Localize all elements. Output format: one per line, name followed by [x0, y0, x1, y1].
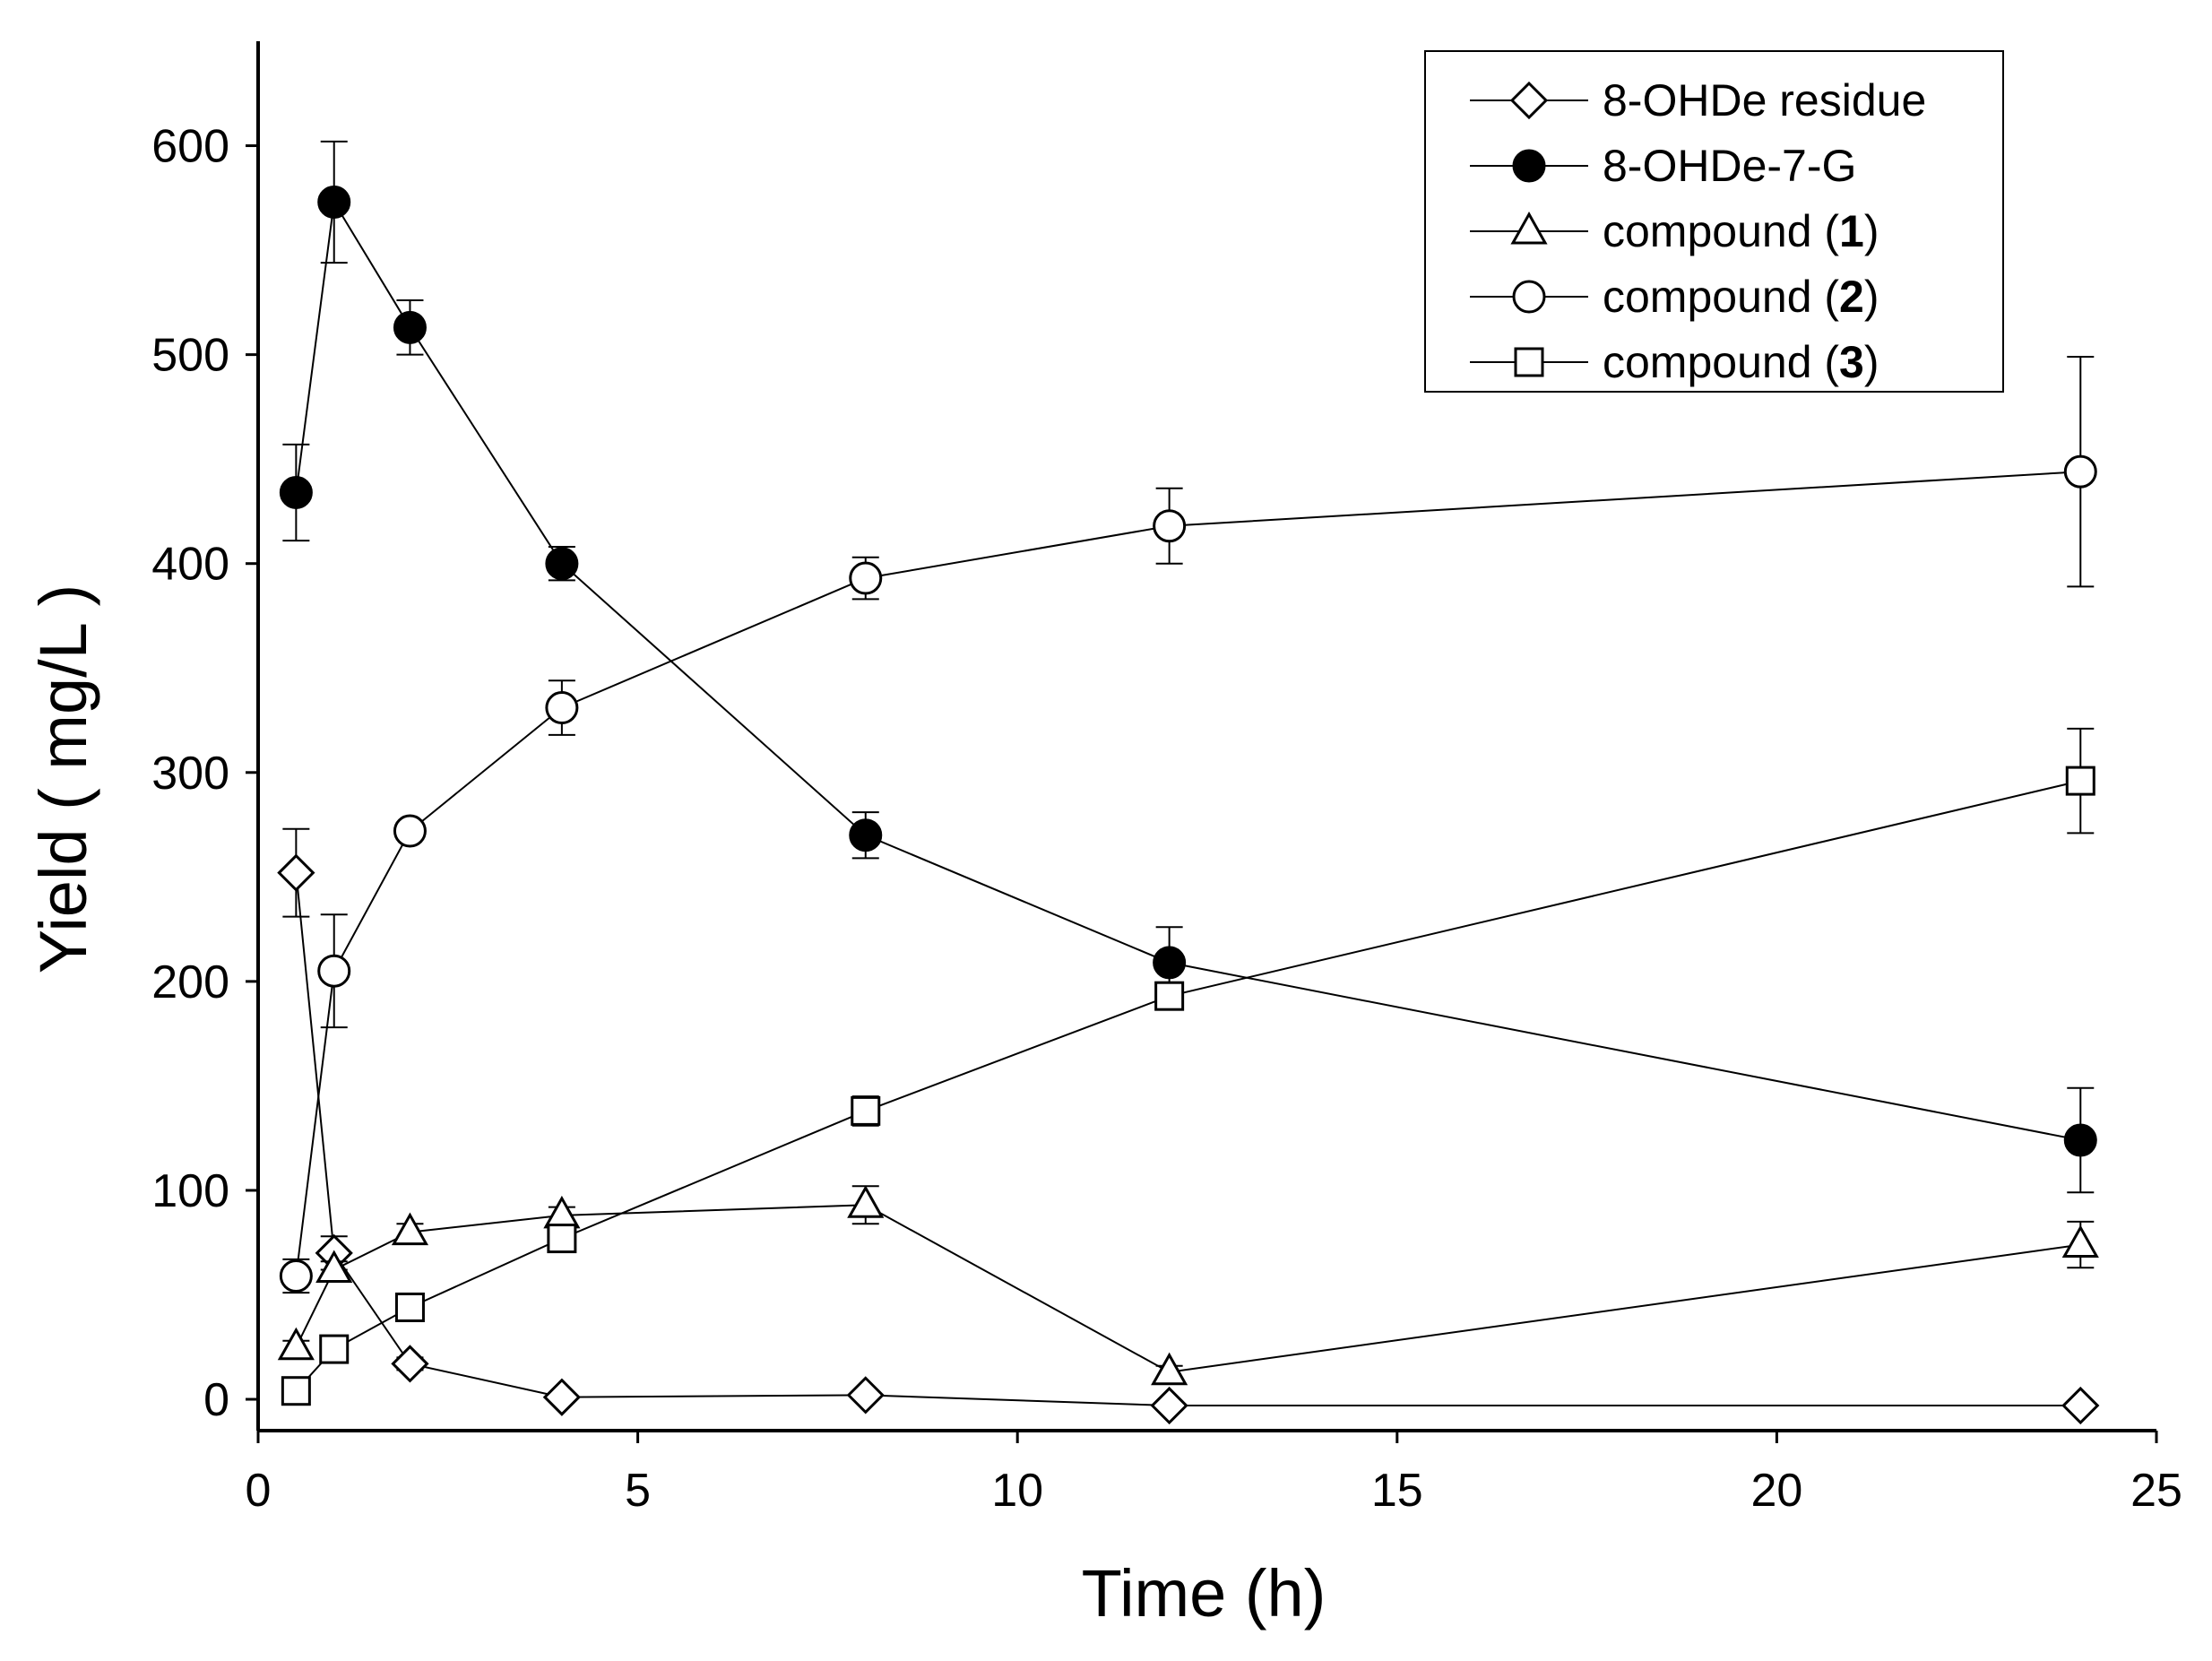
- ticks-layer: 0 5 10 15 20 25 0 100 200 300 400 500 600: [151, 121, 2182, 1517]
- legend-marker-4: [1514, 347, 1544, 377]
- y-tick-label-6: 600: [151, 121, 229, 173]
- legend-marker-2: [1510, 211, 1548, 245]
- data-point-2-6: [2061, 1224, 2099, 1259]
- series-layer: [277, 140, 2100, 1425]
- legend-marker-0: [1509, 81, 1549, 120]
- data-point-2-0: [277, 1327, 315, 1361]
- data-point-4-6: [2065, 766, 2095, 796]
- legend-label-4: compound (3): [1603, 337, 1879, 387]
- data-point-0-2: [391, 1345, 429, 1383]
- legend-label-text-4: compound (: [1603, 337, 1839, 387]
- data-point-1-1: [317, 185, 351, 219]
- legend-label-0: 8-OHDe residue: [1603, 75, 1926, 125]
- data-point-3-5: [1153, 509, 1187, 543]
- data-point-4-0: [281, 1376, 311, 1406]
- legend-label-text-3: compound (: [1603, 272, 1839, 322]
- data-point-3-4: [849, 561, 883, 595]
- y-tick-label-5: 500: [151, 330, 229, 382]
- data-point-3-0: [279, 1259, 313, 1293]
- data-point-4-5: [1154, 981, 1185, 1011]
- data-point-0-4: [846, 1376, 885, 1414]
- x-tick-label-3: 15: [1371, 1465, 1423, 1517]
- data-point-2-2: [391, 1212, 429, 1246]
- y-tick-label-2: 200: [151, 956, 229, 1008]
- legend-label-1: 8-OHDe-7-G: [1603, 141, 1856, 191]
- y-tick-label-3: 300: [151, 748, 229, 800]
- legend-label-2: compound (1): [1603, 206, 1879, 256]
- legend-label-text-2: compound (: [1603, 206, 1839, 256]
- series-2: [277, 1185, 2099, 1386]
- data-point-1-2: [393, 310, 427, 344]
- data-point-3-3: [545, 691, 579, 725]
- legend-label-suffix-2: ): [1864, 206, 1879, 256]
- legend-label-bold-2: 1: [1839, 206, 1864, 256]
- x-tick-label-0: 0: [246, 1465, 272, 1517]
- legend-label-bold-4: 3: [1839, 337, 1864, 387]
- y-tick-label-0: 0: [203, 1374, 229, 1426]
- data-point-3-6: [2063, 454, 2097, 489]
- x-tick-label-5: 25: [2130, 1465, 2182, 1517]
- legend-label-suffix-3: ): [1864, 272, 1879, 322]
- legend-marker-3: [1512, 280, 1546, 314]
- series-3: [279, 355, 2097, 1294]
- legend-label-suffix-4: ): [1864, 337, 1879, 387]
- data-point-0-0: [277, 853, 315, 892]
- y-axis-title: Yield ( mg/L ): [26, 584, 100, 974]
- legend-label-3: compound (2): [1603, 272, 1879, 322]
- data-point-4-4: [851, 1095, 881, 1126]
- data-point-4-2: [394, 1292, 425, 1322]
- legend-marker-1: [1512, 149, 1546, 183]
- axes-layer: [256, 41, 2156, 1432]
- data-point-0-5: [1150, 1386, 1188, 1425]
- data-point-4-1: [319, 1334, 350, 1364]
- data-point-2-5: [1151, 1352, 1188, 1386]
- data-point-1-3: [545, 547, 579, 581]
- data-point-3-2: [393, 814, 427, 848]
- y-tick-label-1: 100: [151, 1165, 229, 1217]
- data-point-2-1: [315, 1250, 353, 1284]
- legend-label-text-1: 8-OHDe-7-G: [1603, 141, 1856, 191]
- series-1: [279, 140, 2097, 1194]
- legend-label-text-0: 8-OHDe residue: [1603, 75, 1926, 125]
- x-axis-title: Time (h): [1082, 1556, 1326, 1631]
- data-point-1-4: [849, 818, 883, 852]
- data-point-3-1: [317, 954, 351, 988]
- y-tick-label-4: 400: [151, 539, 229, 591]
- x-tick-label-2: 10: [991, 1465, 1043, 1517]
- legend-label-bold-3: 2: [1839, 272, 1864, 322]
- data-point-1-5: [1153, 946, 1187, 980]
- data-point-4-3: [547, 1224, 577, 1254]
- series-4: [281, 727, 2095, 1406]
- x-tick-label-1: 5: [625, 1465, 651, 1517]
- data-point-0-6: [2061, 1386, 2100, 1425]
- data-point-1-0: [279, 475, 313, 509]
- x-tick-label-4: 20: [1750, 1465, 1802, 1517]
- data-point-1-6: [2063, 1123, 2097, 1157]
- data-point-0-3: [542, 1378, 582, 1416]
- data-point-2-4: [847, 1185, 885, 1218]
